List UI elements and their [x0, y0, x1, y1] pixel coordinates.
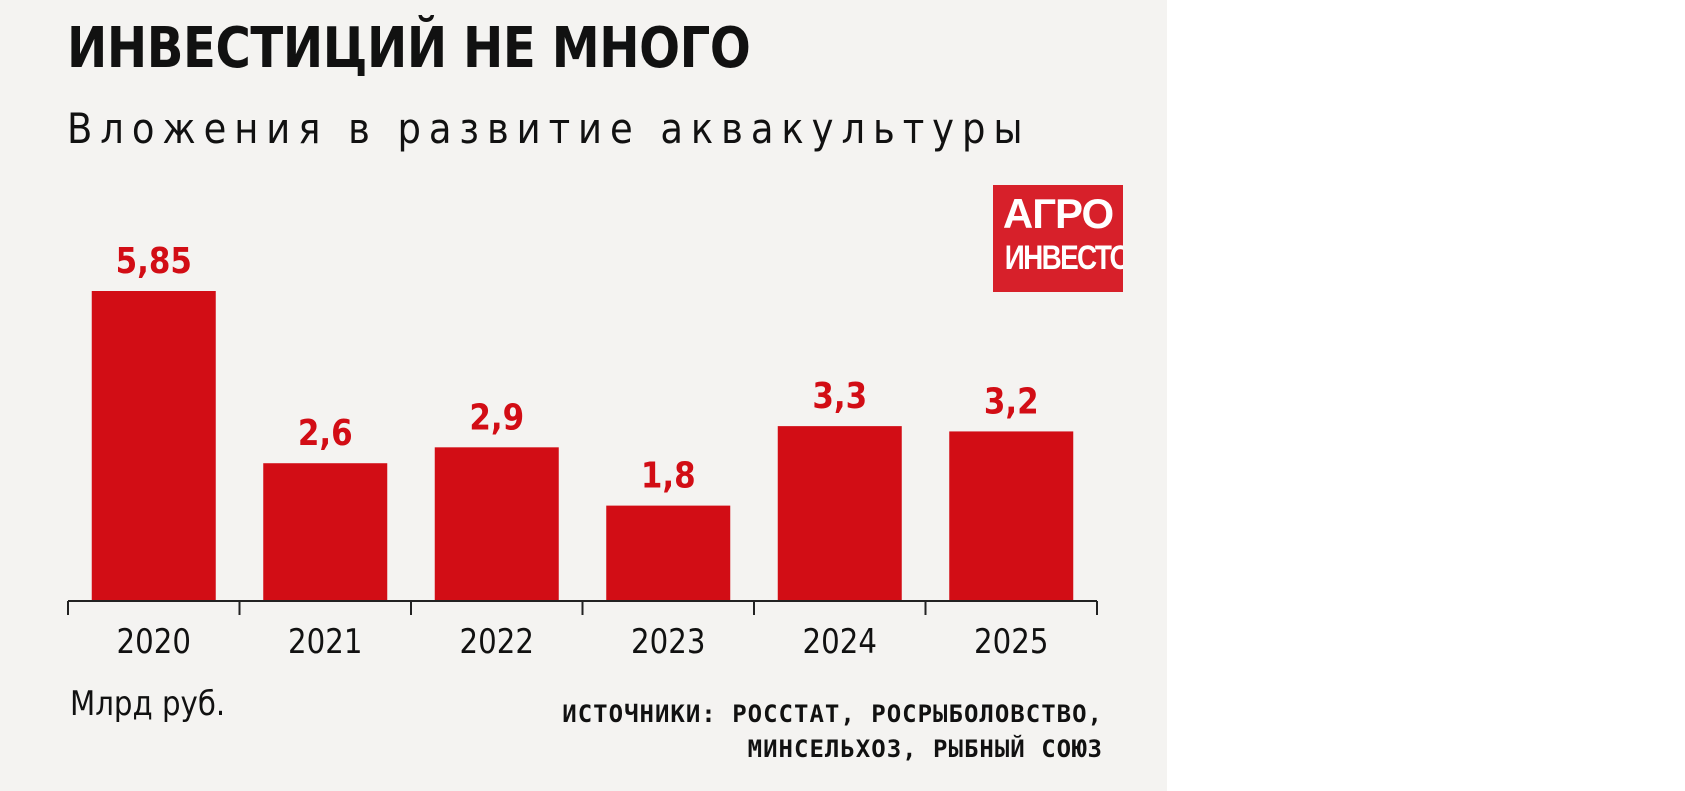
sources-line-1: ИСТОЧНИКИ: РОССТАТ, РОСРЫБОЛОВСТВО,: [562, 700, 1103, 728]
sources-line-2: МИНСЕЛЬХОЗ, РЫБНЫЙ СОЮЗ: [747, 735, 1103, 763]
x-tick-label-2021: 2021: [288, 623, 362, 662]
bar-chart: 5,85 2020 2,6 2021 2,9 2022 1,8 2023 3,3 2024 3,2 2…: [67, 240, 1098, 662]
sources-note: ИСТОЧНИКИ: РОССТАТ, РОСРЫБОЛОВСТВО, МИНС…: [562, 697, 1103, 767]
bar-2020: [91, 291, 216, 601]
value-label-2023: 1,8: [641, 454, 696, 496]
logo-line-2: ИНВЕСТОР: [1004, 239, 1123, 277]
logo-line-1: АГРО: [1002, 190, 1114, 237]
bar-2024: [777, 426, 902, 601]
chart-subtitle: Вложения в развитие аквакультуры: [67, 104, 1031, 153]
x-tick-label-2024: 2024: [803, 623, 877, 662]
chart-title: ИНВЕСТИЦИЙ НЕ МНОГО: [67, 16, 751, 81]
chart-panel: ИНВЕСТИЦИЙ НЕ МНОГО Вложения в развитие …: [0, 0, 1167, 791]
bar-2022: [434, 447, 559, 601]
value-label-2022: 2,9: [469, 396, 524, 438]
x-tick-label-2022: 2022: [460, 623, 534, 662]
x-tick-label-2020: 2020: [117, 623, 191, 662]
unit-label: Млрд руб.: [70, 684, 226, 724]
value-label-2021: 2,6: [298, 412, 353, 454]
agroinvestor-logo: АГРО ИНВЕСТОР: [993, 185, 1123, 292]
bar-2023: [606, 505, 731, 601]
x-tick-label-2025: 2025: [974, 623, 1048, 662]
x-tick-label-2023: 2023: [631, 623, 705, 662]
bar-2025: [949, 431, 1074, 601]
value-label-2020: 5,85: [116, 240, 192, 282]
value-label-2024: 3,3: [812, 375, 867, 417]
bar-2021: [263, 463, 388, 601]
value-label-2025: 3,2: [984, 380, 1039, 422]
